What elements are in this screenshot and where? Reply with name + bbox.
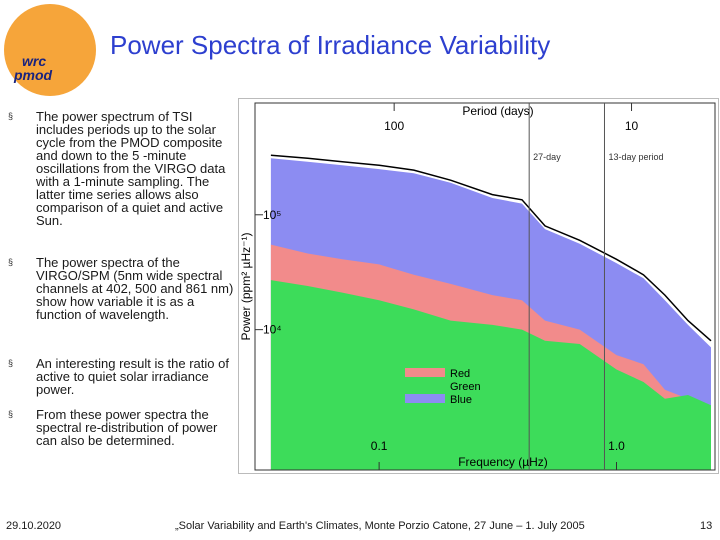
annotation: 27-day bbox=[533, 152, 561, 162]
x2-axis-label: Period (days) bbox=[462, 104, 533, 118]
legend-swatch bbox=[405, 394, 445, 403]
line bbox=[270, 154, 712, 342]
x2-tick-label: 10 bbox=[625, 119, 639, 133]
legend-label: Red bbox=[450, 368, 470, 380]
x-axis-label: Frequency (µHz) bbox=[458, 455, 548, 469]
y-tick-label: 10⁵ bbox=[263, 208, 281, 222]
footer-date: 29.10.2020 bbox=[6, 520, 62, 532]
bullet-mark: § bbox=[8, 111, 14, 121]
bullet: The power spectra of the VIRGO/SPM (5nm … bbox=[36, 255, 234, 322]
logo-top: wrc bbox=[22, 53, 46, 69]
legend-swatch bbox=[405, 381, 445, 390]
bullet: An interesting result is the ratio of ac… bbox=[36, 356, 229, 397]
chart: 27-day 13-day period 0.1 1.0 100 10 10⁴ 10⁵ Freq… bbox=[238, 98, 719, 474]
bullet: The power spectrum of TSI includes perio… bbox=[36, 109, 226, 228]
annotation: 13-day period bbox=[608, 152, 663, 162]
x2-tick-label: 100 bbox=[384, 119, 404, 133]
legend-swatch bbox=[405, 368, 445, 377]
bullet-mark: § bbox=[8, 257, 14, 267]
sun bbox=[4, 4, 96, 96]
y-tick-label: 10⁴ bbox=[263, 323, 282, 337]
bullet: From these power spectra the spectral re… bbox=[36, 407, 218, 448]
footer-page: 13 bbox=[700, 520, 713, 532]
legend-label: Green bbox=[450, 381, 481, 393]
footer-event: „Solar Variability and Earth's Climates,… bbox=[175, 520, 585, 532]
bullet-mark: § bbox=[8, 358, 14, 368]
logo-bottom: pmod bbox=[13, 67, 53, 83]
legend-label: Blue bbox=[450, 394, 472, 406]
bullet-mark: § bbox=[8, 409, 14, 419]
y-axis-label: Power (ppm² µHz⁻¹) bbox=[239, 233, 253, 341]
title: Power Spectra of Irradiance Variability bbox=[110, 30, 551, 60]
x-tick-label: 0.1 bbox=[371, 439, 388, 453]
plot-frame bbox=[254, 102, 716, 471]
logo: wrc pmod bbox=[4, 4, 96, 96]
area bbox=[270, 280, 711, 470]
x-tick-label: 1.0 bbox=[608, 439, 625, 453]
